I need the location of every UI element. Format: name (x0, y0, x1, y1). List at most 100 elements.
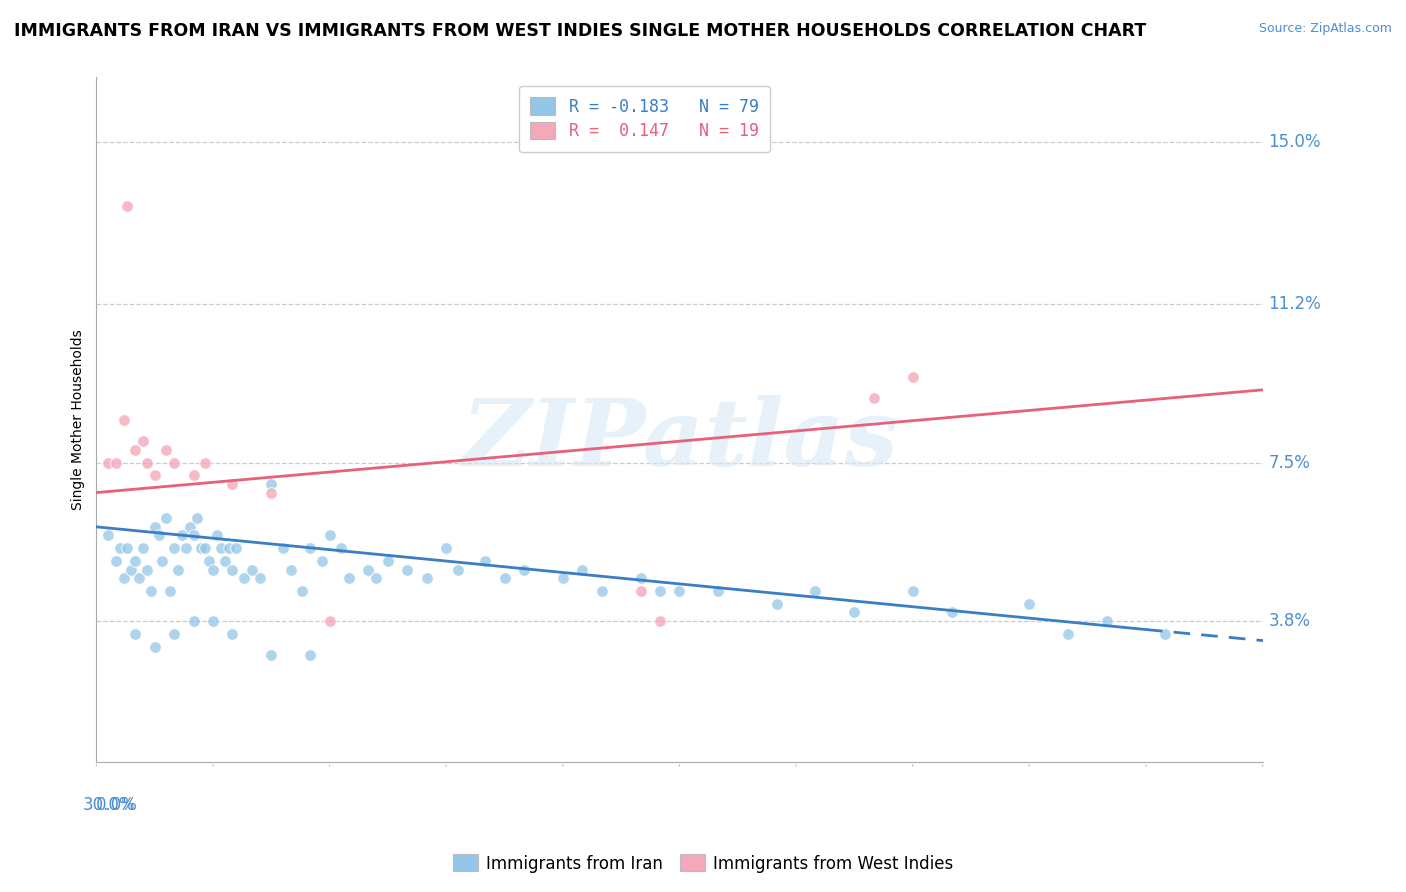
Point (330, 541, 353, 556)
Point (862, 392, 884, 406)
Point (366, 571, 388, 585)
Point (551, 571, 574, 585)
Point (190, 541, 212, 556)
Point (648, 614, 671, 628)
Point (941, 606, 963, 620)
Point (240, 563, 263, 577)
Point (198, 554, 221, 568)
Point (163, 627, 186, 641)
Point (143, 640, 166, 654)
Point (124, 627, 146, 641)
Point (844, 606, 866, 620)
Text: 3.8%: 3.8% (1268, 612, 1310, 630)
Point (97, 456, 120, 470)
Text: 15.0%: 15.0% (1268, 133, 1320, 151)
Point (280, 563, 302, 577)
Point (186, 511, 208, 525)
Point (291, 584, 314, 599)
Point (139, 584, 162, 599)
Point (124, 442, 146, 457)
Point (124, 554, 146, 568)
Point (194, 456, 217, 470)
Point (148, 528, 170, 542)
Point (221, 563, 243, 577)
Point (214, 554, 236, 568)
Text: IMMIGRANTS FROM IRAN VS IMMIGRANTS FROM WEST INDIES SINGLE MOTHER HOUSEHOLDS COR: IMMIGRANTS FROM IRAN VS IMMIGRANTS FROM … (14, 22, 1146, 40)
Point (201, 563, 224, 577)
Point (143, 520, 166, 534)
Legend: Immigrants from Iran, Immigrants from West Indies: Immigrants from Iran, Immigrants from We… (446, 847, 960, 880)
Point (97, 528, 120, 542)
Point (128, 571, 150, 585)
Point (337, 571, 360, 585)
Legend: R = -0.183   N = 79, R =  0.147   N = 19: R = -0.183 N = 79, R = 0.147 N = 19 (519, 86, 770, 153)
Point (117, 199, 139, 213)
Point (474, 554, 496, 568)
Point (260, 477, 283, 491)
Y-axis label: Single Mother Households: Single Mother Households (72, 329, 86, 510)
Point (1095, 614, 1118, 628)
Point (233, 571, 256, 585)
Point (271, 541, 294, 556)
Point (143, 468, 166, 483)
Text: ZIPatlas: ZIPatlas (461, 395, 898, 485)
Point (167, 563, 190, 577)
Point (447, 563, 470, 577)
Point (1057, 627, 1080, 641)
Point (152, 554, 174, 568)
Point (260, 485, 283, 500)
Point (299, 541, 322, 556)
Point (104, 456, 127, 470)
Point (209, 541, 232, 556)
Point (416, 571, 439, 585)
Text: 30.0%: 30.0% (83, 797, 135, 814)
Point (117, 541, 139, 556)
Point (1018, 597, 1040, 611)
Point (179, 520, 201, 534)
Point (174, 541, 197, 556)
Point (135, 563, 157, 577)
Point (221, 477, 243, 491)
Point (170, 528, 193, 542)
Text: 7.5%: 7.5% (1268, 454, 1310, 472)
Text: 11.2%: 11.2% (1268, 295, 1322, 313)
Point (225, 541, 247, 556)
Point (205, 528, 228, 542)
Point (630, 584, 652, 599)
Point (630, 571, 652, 585)
Text: 0.0%: 0.0% (97, 797, 138, 814)
Point (357, 563, 380, 577)
Point (163, 456, 186, 470)
Point (201, 614, 224, 628)
Point (104, 554, 127, 568)
Point (159, 584, 181, 599)
Point (434, 541, 457, 556)
Point (112, 571, 135, 585)
Point (591, 584, 613, 599)
Point (901, 584, 924, 599)
Point (183, 528, 205, 542)
Point (494, 571, 516, 585)
Point (163, 541, 186, 556)
Point (901, 370, 924, 384)
Point (108, 541, 131, 556)
Point (120, 563, 142, 577)
Point (299, 648, 322, 663)
Point (183, 614, 205, 628)
Point (513, 563, 536, 577)
Point (132, 434, 155, 449)
Point (668, 584, 690, 599)
Point (1154, 627, 1177, 641)
Point (260, 648, 283, 663)
Point (249, 571, 271, 585)
Point (112, 413, 135, 427)
Point (132, 541, 155, 556)
Point (396, 563, 419, 577)
Point (194, 541, 217, 556)
Point (648, 584, 671, 599)
Point (571, 563, 593, 577)
Point (804, 584, 827, 599)
Point (318, 614, 340, 628)
Point (218, 541, 240, 556)
Point (318, 528, 340, 542)
